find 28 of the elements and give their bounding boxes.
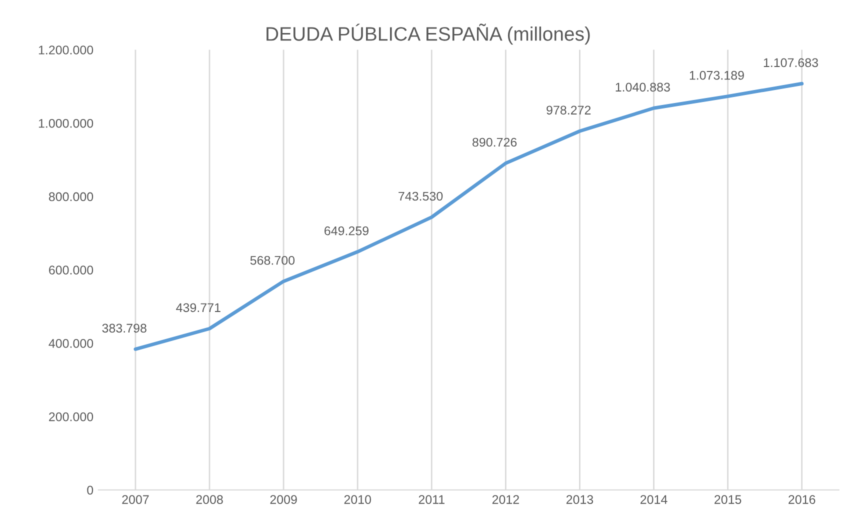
x-tick-label: 2009 bbox=[270, 495, 297, 504]
data-label: 439.771 bbox=[176, 303, 220, 312]
x-tick-label: 2015 bbox=[714, 495, 742, 504]
data-label: 743.530 bbox=[398, 192, 443, 201]
y-tick-label: 200.000 bbox=[49, 412, 94, 422]
data-label: 1.073.189 bbox=[690, 70, 744, 80]
x-tick-label: 2016 bbox=[788, 495, 816, 504]
y-tick-label: 0 bbox=[87, 486, 94, 495]
data-label: 890.726 bbox=[472, 138, 517, 147]
y-tick-label: 1.000.000 bbox=[38, 118, 94, 128]
data-label: 383.798 bbox=[102, 324, 146, 333]
x-tick-label: 2011 bbox=[418, 495, 444, 504]
data-label: 1.040.883 bbox=[616, 82, 670, 92]
x-tick-label: 2014 bbox=[640, 495, 668, 504]
data-label: 1.107.683 bbox=[764, 58, 818, 68]
x-tick-label: 2012 bbox=[492, 495, 519, 504]
x-tick-label: 2013 bbox=[566, 495, 594, 504]
data-label: 978.272 bbox=[546, 106, 591, 115]
x-tick-label: 2007 bbox=[122, 495, 149, 504]
x-tick-label: 2008 bbox=[196, 495, 223, 504]
data-label: 568.700 bbox=[250, 256, 295, 265]
x-tick-label: 2010 bbox=[344, 495, 372, 504]
y-tick-label: 600.000 bbox=[49, 266, 94, 275]
y-tick-label: 1.200.000 bbox=[38, 46, 94, 54]
data-label: 649.259 bbox=[324, 226, 368, 236]
y-tick-label: 800.000 bbox=[48, 192, 94, 202]
y-tick-label: 400.000 bbox=[48, 339, 94, 348]
chart-title: DEUDA PÚBLICA ESPAÑA (millones) bbox=[266, 24, 590, 45]
